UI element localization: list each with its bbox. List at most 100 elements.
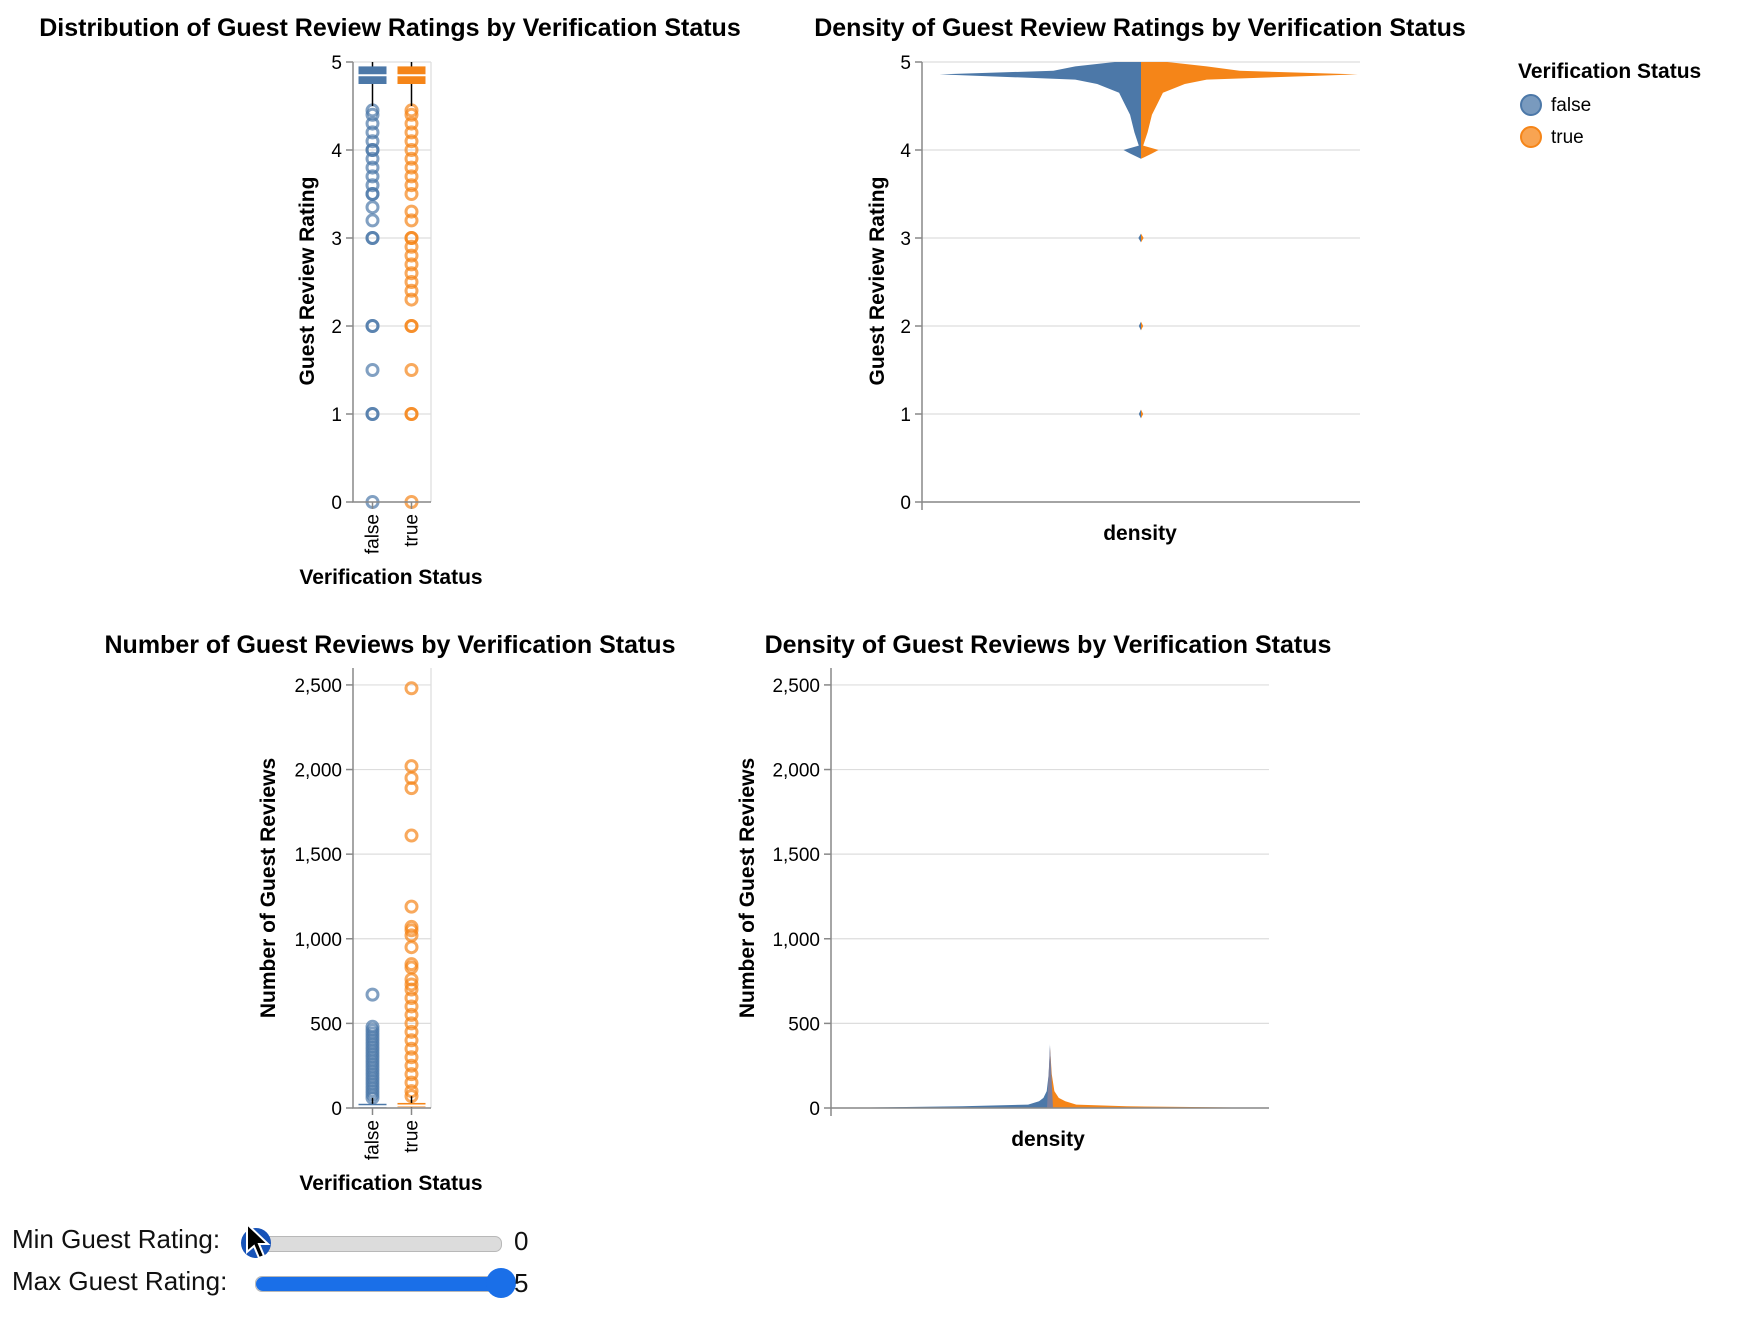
outlier-point	[404, 407, 419, 421]
outlier-point	[365, 169, 380, 184]
violin-area-false	[831, 1043, 1050, 1108]
outlier-point	[404, 1007, 419, 1022]
max-rating-label: Max Guest Rating:	[12, 1266, 228, 1296]
outlier-point	[404, 160, 419, 175]
reviews-violin-title: Density of Guest Reviews by Verification…	[765, 631, 1332, 659]
violin-peak	[1047, 1045, 1053, 1108]
reviews-violin-xlabel: density	[1011, 1128, 1085, 1151]
max-rating-slider-thumb[interactable]	[486, 1268, 516, 1298]
outlier-point	[404, 125, 419, 140]
y-tick-label: 0	[809, 1099, 820, 1120]
reviews-boxplot-ylabel: Number of Guest Reviews	[257, 758, 280, 1018]
outlier-point	[404, 1024, 419, 1039]
outlier-point	[365, 363, 380, 377]
outlier-point	[365, 187, 380, 201]
ratings-boxplot-chart: Distribution of Guest Review Ratings by …	[39, 14, 741, 589]
outlier-point	[365, 200, 380, 215]
outlier-point	[404, 1067, 419, 1082]
ratings-violin-title: Density of Guest Review Ratings by Verif…	[814, 14, 1466, 42]
legend-label-false: false	[1551, 95, 1591, 116]
outlier-point	[404, 266, 419, 281]
min-rating-label: Min Guest Rating:	[12, 1224, 221, 1254]
outlier-point	[404, 957, 419, 972]
axis-domain	[352, 62, 431, 503]
reviews-boxplot-xlabel: Verification Status	[299, 1172, 482, 1195]
outlier-point	[404, 681, 419, 696]
max-rating-value: 5	[514, 1268, 529, 1298]
min-rating-slider[interactable]	[241, 1228, 502, 1258]
outlier-point	[404, 143, 419, 157]
outlier-point	[404, 828, 419, 843]
max-rating-slider-fill	[256, 1277, 501, 1291]
y-tick-label: 4	[900, 141, 911, 162]
y-tick-label: 0	[331, 493, 342, 514]
reviews-violin-chart: Density of Guest Reviews by Verification…	[736, 631, 1331, 1151]
ratings-boxplot-xlabel: Verification Status	[299, 566, 482, 589]
outlier-point	[404, 919, 419, 934]
outlier-point	[365, 134, 380, 149]
outlier-point	[404, 239, 419, 254]
y-tick-label: 3	[900, 229, 911, 250]
y-tick-label: 2,500	[294, 676, 342, 697]
outlier-point	[404, 231, 419, 245]
outlier-point	[365, 213, 380, 228]
x-tick-label: true	[402, 514, 423, 547]
max-rating-slider[interactable]	[255, 1268, 516, 1298]
outlier-point	[404, 134, 419, 149]
y-tick-label: 2,000	[294, 761, 342, 782]
outlier-point	[365, 107, 380, 122]
y-tick-label: 0	[900, 493, 911, 514]
outlier-point	[404, 116, 419, 131]
y-tick-label: 5	[900, 53, 911, 74]
outlier-point	[404, 977, 419, 992]
y-tick-label: 2	[331, 317, 342, 338]
outlier-point	[404, 928, 419, 943]
outlier-point	[404, 275, 419, 289]
outlier-point	[404, 292, 419, 307]
axis-domain	[830, 668, 1269, 1109]
max-rating-control: Max Guest Rating: 5	[12, 1262, 572, 1304]
outlier-point	[404, 991, 419, 1005]
legend-swatch-false	[1520, 94, 1542, 116]
y-tick-label: 2,000	[772, 761, 820, 782]
outlier-point	[404, 1058, 419, 1073]
reviews-boxplot-title: Number of Guest Reviews by Verification …	[105, 631, 676, 659]
outlier-point	[404, 1075, 419, 1090]
outlier-point	[365, 319, 380, 333]
outlier-point	[365, 151, 380, 166]
outlier-point	[365, 160, 380, 175]
ratings-violin-xlabel: density	[1103, 522, 1177, 545]
outlier-point	[404, 999, 419, 1014]
outlier-point	[404, 940, 419, 955]
outlier-point	[365, 143, 380, 157]
y-tick-label: 1,500	[294, 845, 342, 866]
y-tick-label: 2,500	[772, 676, 820, 697]
y-tick-label: 1,000	[294, 930, 342, 951]
outlier-point	[365, 116, 380, 131]
legend-swatch-true	[1520, 126, 1542, 148]
violin-area-true	[1050, 1048, 1269, 1108]
outlier-point	[404, 107, 419, 122]
outlier-point	[404, 1033, 419, 1048]
axis-domain	[352, 668, 431, 1109]
ratings-violin-ylabel: Guest Review Rating	[866, 177, 889, 386]
outlier-point	[365, 987, 380, 1002]
outlier-point	[404, 248, 419, 263]
mouse-pointer-icon	[246, 1222, 271, 1260]
outlier-point	[404, 1016, 419, 1031]
outlier-point	[404, 319, 419, 333]
x-tick-label: false	[363, 1120, 384, 1160]
y-tick-label: 1,500	[772, 845, 820, 866]
legend-title: Verification Status	[1518, 60, 1701, 83]
violin-area-false	[939, 62, 1141, 419]
outlier-point	[404, 187, 419, 201]
outlier-point	[404, 213, 419, 228]
outlier-point	[365, 125, 380, 140]
outlier-point	[365, 231, 380, 245]
reviews-boxplot-chart: Number of Guest Reviews by Verification …	[105, 631, 676, 1195]
y-tick-label: 4	[331, 141, 342, 162]
outlier-point	[404, 151, 419, 166]
x-tick-label: true	[402, 1120, 423, 1153]
y-tick-label: 3	[331, 229, 342, 250]
